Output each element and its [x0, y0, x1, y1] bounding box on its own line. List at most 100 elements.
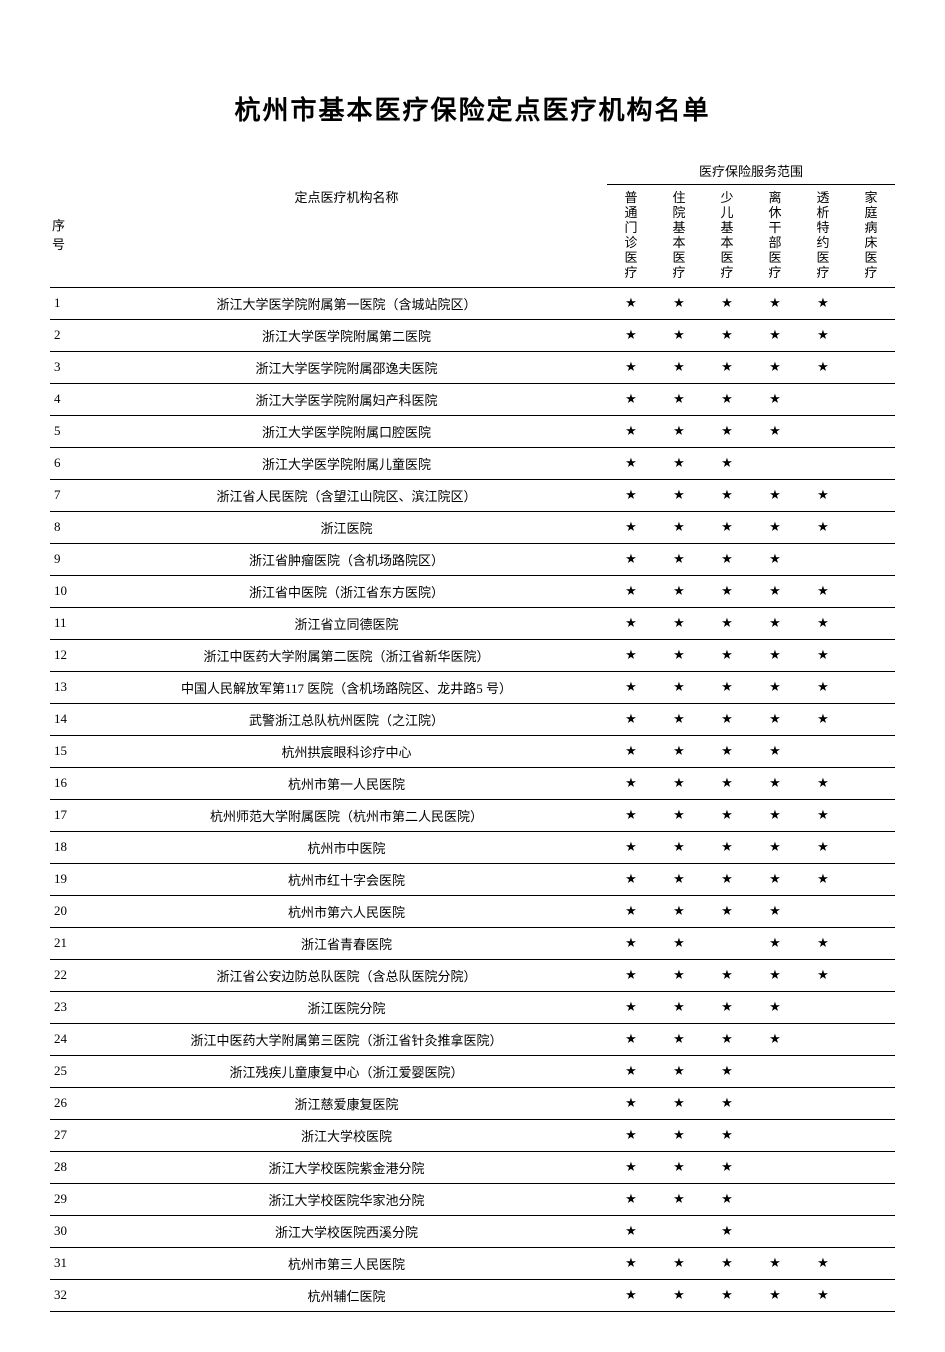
- cell-mark: ★: [655, 799, 703, 831]
- cell-mark: [799, 415, 847, 447]
- cell-mark: ★: [655, 1023, 703, 1055]
- cell-mark: ★: [655, 607, 703, 639]
- cell-name: 浙江省公安边防总队医院（含总队医院分院）: [86, 959, 607, 991]
- cell-name: 杭州市中医院: [86, 831, 607, 863]
- table-row: 27浙江大学校医院★★★: [50, 1119, 895, 1151]
- cell-mark: ★: [703, 1055, 751, 1087]
- cell-mark: ★: [655, 671, 703, 703]
- table-row: 18杭州市中医院★★★★★: [50, 831, 895, 863]
- cell-mark: ★: [703, 575, 751, 607]
- cell-mark: [847, 927, 895, 959]
- hospital-table: 医疗保险服务范围 序号 定点医疗机构名称 普通门诊医疗 住院基本医疗 少儿基本医…: [50, 157, 895, 1312]
- cell-mark: [847, 1023, 895, 1055]
- table-row: 4浙江大学医学院附属妇产科医院★★★★: [50, 383, 895, 415]
- cell-mark: ★: [751, 895, 799, 927]
- cell-name: 浙江大学医学院附属第二医院: [86, 319, 607, 351]
- cell-mark: ★: [655, 511, 703, 543]
- table-row: 14武警浙江总队杭州医院（之江院）★★★★★: [50, 703, 895, 735]
- cell-mark: ★: [703, 287, 751, 319]
- cell-mark: ★: [607, 543, 655, 575]
- cell-mark: ★: [607, 1247, 655, 1279]
- cell-mark: ★: [751, 639, 799, 671]
- cell-seq: 19: [50, 863, 86, 895]
- cell-seq: 14: [50, 703, 86, 735]
- cell-mark: [751, 1119, 799, 1151]
- cell-seq: 24: [50, 1023, 86, 1055]
- cell-mark: ★: [703, 863, 751, 895]
- cell-mark: ★: [655, 703, 703, 735]
- cell-mark: ★: [703, 1183, 751, 1215]
- cell-mark: [847, 1247, 895, 1279]
- cell-seq: 6: [50, 447, 86, 479]
- cell-mark: ★: [799, 639, 847, 671]
- cell-mark: ★: [703, 383, 751, 415]
- cell-mark: ★: [607, 351, 655, 383]
- cell-mark: ★: [655, 1055, 703, 1087]
- table-row: 23浙江医院分院★★★★: [50, 991, 895, 1023]
- table-row: 2浙江大学医学院附属第二医院★★★★★: [50, 319, 895, 351]
- cell-seq: 22: [50, 959, 86, 991]
- cell-mark: ★: [703, 607, 751, 639]
- cell-mark: ★: [655, 319, 703, 351]
- cell-seq: 2: [50, 319, 86, 351]
- cell-mark: [847, 703, 895, 735]
- cell-mark: [847, 1055, 895, 1087]
- cell-mark: ★: [607, 831, 655, 863]
- cell-seq: 18: [50, 831, 86, 863]
- cell-mark: ★: [655, 959, 703, 991]
- cell-mark: [799, 543, 847, 575]
- cell-mark: ★: [751, 479, 799, 511]
- cell-mark: [799, 1087, 847, 1119]
- cell-mark: [847, 895, 895, 927]
- cell-mark: ★: [607, 703, 655, 735]
- table-row: 21浙江省青春医院★★★★: [50, 927, 895, 959]
- cell-name: 浙江大学医学院附属口腔医院: [86, 415, 607, 447]
- cell-mark: ★: [799, 351, 847, 383]
- cell-mark: [847, 415, 895, 447]
- cell-mark: ★: [655, 927, 703, 959]
- cell-mark: [799, 447, 847, 479]
- cell-name: 浙江大学校医院华家池分院: [86, 1183, 607, 1215]
- cell-mark: ★: [799, 511, 847, 543]
- cell-mark: ★: [799, 767, 847, 799]
- table-row: 8浙江医院★★★★★: [50, 511, 895, 543]
- cell-mark: ★: [655, 447, 703, 479]
- cell-mark: [847, 991, 895, 1023]
- cell-mark: ★: [799, 479, 847, 511]
- cell-mark: [799, 1151, 847, 1183]
- cell-mark: ★: [703, 671, 751, 703]
- cell-name: 浙江大学医学院附属儿童医院: [86, 447, 607, 479]
- cell-mark: ★: [751, 959, 799, 991]
- cell-mark: ★: [703, 959, 751, 991]
- cell-mark: [847, 351, 895, 383]
- cell-mark: ★: [607, 639, 655, 671]
- cell-name: 杭州市第三人民医院: [86, 1247, 607, 1279]
- cell-mark: ★: [703, 1023, 751, 1055]
- cell-mark: ★: [703, 319, 751, 351]
- cell-mark: ★: [751, 863, 799, 895]
- cell-name: 中国人民解放军第117 医院（含机场路院区、龙井路5 号）: [86, 671, 607, 703]
- cell-mark: ★: [607, 799, 655, 831]
- cell-mark: [847, 1215, 895, 1247]
- cell-mark: ★: [655, 1247, 703, 1279]
- cell-name: 武警浙江总队杭州医院（之江院）: [86, 703, 607, 735]
- cell-mark: ★: [607, 1087, 655, 1119]
- cell-seq: 32: [50, 1279, 86, 1311]
- cell-mark: [847, 1151, 895, 1183]
- cell-seq: 30: [50, 1215, 86, 1247]
- cell-mark: ★: [655, 767, 703, 799]
- cell-mark: ★: [751, 735, 799, 767]
- cell-mark: [847, 447, 895, 479]
- cell-mark: ★: [799, 831, 847, 863]
- cell-seq: 17: [50, 799, 86, 831]
- table-row: 22浙江省公安边防总队医院（含总队医院分院）★★★★★: [50, 959, 895, 991]
- cell-mark: ★: [751, 703, 799, 735]
- cell-mark: ★: [607, 1183, 655, 1215]
- cell-seq: 8: [50, 511, 86, 543]
- cell-mark: [847, 735, 895, 767]
- cell-mark: [799, 1023, 847, 1055]
- table-row: 6浙江大学医学院附属儿童医院★★★: [50, 447, 895, 479]
- cell-mark: ★: [607, 895, 655, 927]
- cell-name: 浙江省肿瘤医院（含机场路院区）: [86, 543, 607, 575]
- cell-mark: [847, 671, 895, 703]
